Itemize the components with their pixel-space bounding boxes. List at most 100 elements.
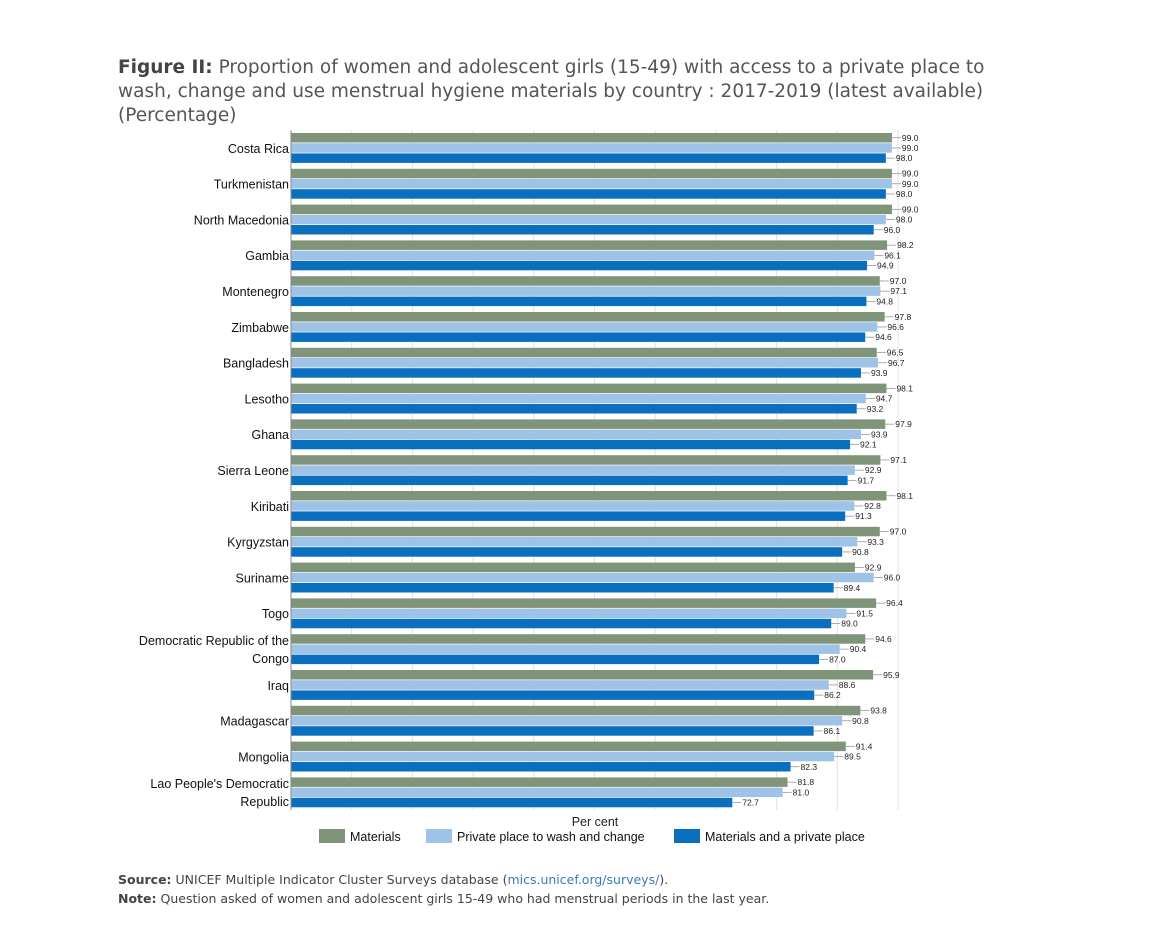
bar: [291, 705, 861, 716]
bar: [291, 797, 733, 808]
data-label: 72.7: [742, 798, 759, 808]
data-label: 90.8: [852, 716, 869, 726]
category-label: North Macedonia: [194, 213, 289, 227]
data-label: 82.3: [801, 762, 818, 772]
data-label: 91.4: [856, 741, 873, 751]
data-label: 92.9: [865, 562, 882, 572]
bar: [291, 670, 874, 680]
category-label: Democratic Republic of the Congo: [139, 634, 289, 666]
data-label: 96.4: [886, 598, 903, 608]
bar: [291, 404, 857, 414]
bar: [291, 240, 888, 250]
data-label: 98.1: [896, 383, 913, 393]
bar: [291, 312, 885, 322]
data-label: 93.9: [871, 368, 888, 378]
bar: [291, 634, 866, 644]
chart-title: Figure II: Proportion of women and adole…: [118, 56, 1018, 128]
data-label: 96.0: [884, 225, 901, 235]
data-label: 96.5: [887, 348, 904, 358]
category-label-line: Congo: [252, 652, 289, 666]
data-label: 97.1: [890, 455, 907, 465]
bar-chart: 99.099.098.099.099.098.099.098.096.098.2…: [139, 130, 919, 844]
bar: [291, 537, 858, 547]
bar: [291, 250, 875, 261]
bars: [291, 133, 892, 808]
data-label: 95.9: [883, 670, 900, 680]
legend: Materials Private place to wash and chang…: [319, 829, 865, 844]
category-label: Bangladesh: [223, 357, 289, 371]
category-label: Gambia: [245, 249, 289, 263]
bar: [291, 347, 877, 358]
data-label: 91.3: [855, 511, 872, 521]
legend-label: Private place to wash and change: [457, 830, 645, 844]
bar: [291, 751, 835, 762]
bar: [291, 429, 861, 440]
data-label: 91.7: [858, 475, 875, 485]
figure-label: Figure II:: [118, 57, 213, 78]
category-label: Mongolia: [238, 750, 289, 764]
bar: [291, 690, 815, 700]
category-label: Ghana: [251, 428, 289, 442]
data-label: 92.8: [864, 501, 881, 511]
bar: [291, 225, 874, 235]
data-label: 89.5: [844, 752, 861, 762]
bar: [291, 465, 855, 475]
bar: [291, 762, 791, 772]
data-label: 96.0: [884, 573, 901, 583]
data-label: 93.3: [867, 537, 884, 547]
data-label: 97.0: [890, 527, 907, 537]
bar: [291, 179, 892, 189]
bar: [291, 511, 846, 521]
data-label: 94.8: [876, 296, 893, 306]
category-label: Turkmenistan: [214, 178, 289, 192]
category-label: Lao People's Democratic Republic: [150, 777, 289, 809]
bar: [291, 598, 877, 608]
bar: [291, 547, 843, 557]
data-label: 94.6: [875, 634, 892, 644]
bar: [291, 133, 892, 143]
bar: [291, 491, 887, 501]
category-labels: Costa Rica Turkmenistan North Macedonia Gam…: [139, 142, 289, 809]
bar: [291, 189, 886, 199]
bar: [291, 475, 848, 486]
data-label: 81.0: [793, 787, 810, 797]
data-label: 94.7: [876, 394, 893, 404]
category-label: Sierra Leone: [217, 464, 289, 478]
x-axis-label: Per cent: [572, 815, 619, 829]
legend-swatch: [674, 829, 700, 843]
bar: [291, 680, 829, 690]
category-label-line: Republic: [240, 795, 289, 809]
bar: [291, 439, 851, 450]
data-labels: 99.099.098.099.099.098.099.098.096.098.2…: [732, 133, 919, 808]
bar: [291, 260, 868, 271]
data-label: 93.9: [871, 429, 888, 439]
data-label: 99.0: [902, 179, 919, 189]
data-label: 99.0: [902, 133, 919, 143]
bar: [291, 393, 866, 404]
bar: [291, 153, 886, 163]
data-label: 86.1: [824, 726, 841, 736]
data-label: 93.2: [867, 404, 884, 414]
data-label: 89.0: [841, 619, 858, 629]
data-label: 98.1: [896, 491, 913, 501]
bar: [291, 618, 832, 629]
legend-label: Materials and a private place: [705, 830, 865, 844]
bar: [291, 777, 788, 787]
source-link[interactable]: mics.unicef.org/surveys/: [507, 872, 660, 887]
data-label: 99.0: [902, 143, 919, 153]
bar: [291, 583, 834, 593]
data-label: 88.6: [839, 680, 856, 690]
data-label: 89.4: [844, 583, 861, 593]
category-label-line: Lao People's Democratic: [150, 777, 289, 791]
bar: [291, 562, 855, 573]
category-label: Montenegro: [222, 285, 289, 299]
category-label: Suriname: [236, 571, 290, 585]
category-label: Lesotho: [245, 392, 290, 406]
category-label: Togo: [262, 607, 289, 621]
data-label: 96.6: [887, 322, 904, 332]
figure-title-text: Proportion of women and adolescent girls…: [118, 57, 985, 126]
bar: [291, 716, 843, 726]
bar: [291, 787, 783, 798]
data-label: 93.8: [870, 706, 887, 716]
data-label: 90.4: [850, 644, 867, 654]
